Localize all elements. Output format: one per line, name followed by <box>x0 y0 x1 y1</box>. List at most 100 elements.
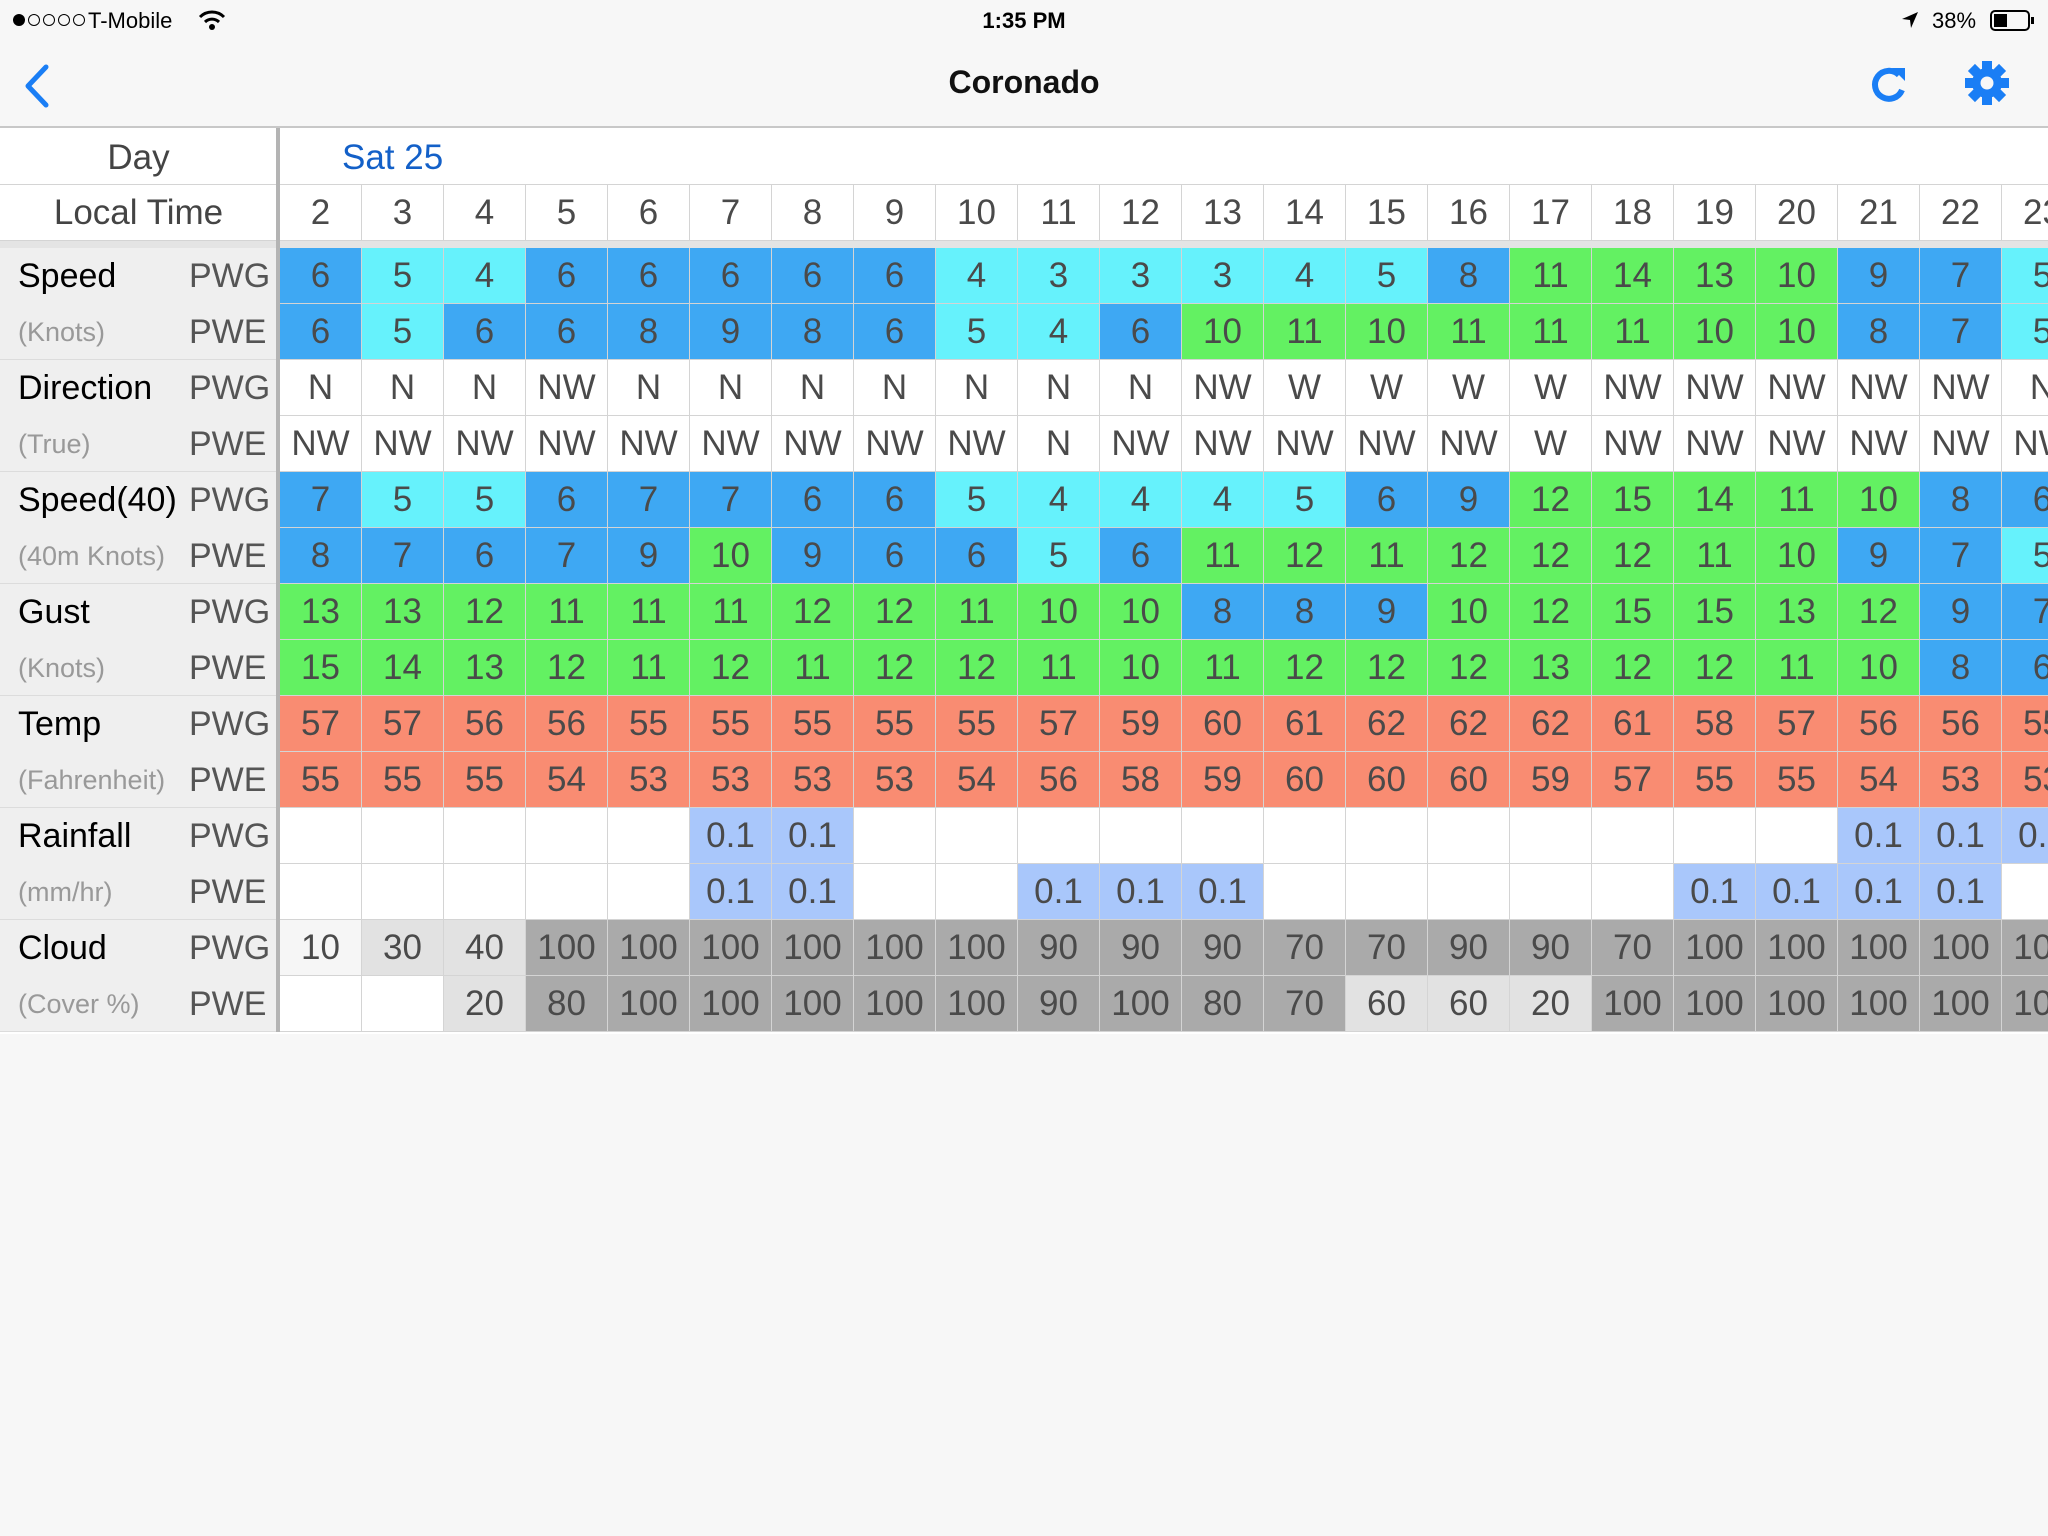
forecast-cell: N <box>444 360 526 416</box>
forecast-cell: NW <box>1920 416 2002 472</box>
hour-label: 21 <box>1838 185 1920 241</box>
forecast-cell: 5 <box>1018 528 1100 584</box>
header-gap <box>0 241 2048 248</box>
forecast-cell: 14 <box>362 640 444 696</box>
forecast-cell: 61 <box>1264 696 1346 752</box>
forecast-cell: 7 <box>1920 304 2002 360</box>
forecast-cell: NW <box>280 416 362 472</box>
forecast-cell: 15 <box>1592 584 1674 640</box>
forecast-cell: NW <box>1920 360 2002 416</box>
forecast-cell: 10 <box>1018 584 1100 640</box>
forecast-cell: 55 <box>362 752 444 808</box>
forecast-cell: 6 <box>526 472 608 528</box>
forecast-cell <box>1100 808 1182 864</box>
forecast-cell: NW <box>608 416 690 472</box>
forecast-cell: 100 <box>772 976 854 1032</box>
group-label: Temp <box>18 704 102 743</box>
row-label-bg <box>0 640 277 696</box>
hour-label: 23 <box>2002 185 2048 241</box>
forecast-cell: 11 <box>690 584 772 640</box>
forecast-cell <box>362 864 444 920</box>
forecast-cell: NW <box>1838 416 1920 472</box>
day-value: Sat 25 <box>342 137 444 177</box>
hour-label: 22 <box>1920 185 2002 241</box>
forecast-cell: 13 <box>1756 584 1838 640</box>
forecast-cell: 60 <box>1346 976 1428 1032</box>
row-label-bg <box>0 360 277 416</box>
refresh-button[interactable] <box>1868 64 1910 106</box>
forecast-cell: 90 <box>1510 920 1592 976</box>
carrier: T-Mobile <box>88 8 173 33</box>
forecast-cell: 100 <box>1920 976 2002 1032</box>
forecast-cell <box>1592 864 1674 920</box>
group-unit: (Knots) <box>18 316 106 347</box>
group-label: Speed <box>18 256 117 295</box>
forecast-cell: 5 <box>936 304 1018 360</box>
row-label-bg <box>0 752 277 808</box>
row-label-bg <box>0 976 277 1032</box>
forecast-cell: 55 <box>2002 696 2048 752</box>
forecast-cell: 55 <box>772 696 854 752</box>
forecast-cell: 100 <box>1920 920 2002 976</box>
forecast-cell: 13 <box>362 584 444 640</box>
forecast-cell: 11 <box>1428 304 1510 360</box>
forecast-cell: 20 <box>444 976 526 1032</box>
forecast-cell: 12 <box>1428 528 1510 584</box>
clock: 1:35 PM <box>982 8 1066 33</box>
hour-label: 10 <box>936 185 1018 241</box>
forecast-cell: 55 <box>280 752 362 808</box>
forecast-cell: NW <box>772 416 854 472</box>
forecast-cell: 0.1 <box>690 864 772 920</box>
forecast-cell: 54 <box>1838 752 1920 808</box>
forecast-cell: 10 <box>1100 584 1182 640</box>
forecast-cell: 12 <box>526 640 608 696</box>
forecast-cell: 90 <box>1100 920 1182 976</box>
group-unit: (Cover %) <box>18 988 140 1019</box>
forecast-cell: 5 <box>1264 472 1346 528</box>
forecast-cell: 53 <box>608 752 690 808</box>
settings-button[interactable] <box>1964 60 2010 106</box>
forecast-table: Day Sat 25 Local Time 2 3 4 5 6 7 8 9 10 11 12 13 14 15 1… <box>0 128 2048 1034</box>
forecast-cell: 60 <box>1264 752 1346 808</box>
forecast-cell: 8 <box>1182 584 1264 640</box>
forecast-cell: 10 <box>1674 304 1756 360</box>
forecast-cell: NW <box>1100 416 1182 472</box>
forecast-cell: 70 <box>1346 920 1428 976</box>
forecast-cell: 100 <box>936 920 1018 976</box>
forecast-cell: 100 <box>936 976 1018 1032</box>
forecast-cell: 6 <box>1346 472 1428 528</box>
forecast-cell: N <box>1100 360 1182 416</box>
forecast-cell: 60 <box>1428 976 1510 1032</box>
hour-label: 20 <box>1756 185 1838 241</box>
forecast-cell: NW <box>1346 416 1428 472</box>
forecast-cell: 11 <box>608 584 690 640</box>
forecast-cell: 59 <box>1510 752 1592 808</box>
forecast-cell <box>1346 808 1428 864</box>
forecast-cell: 100 <box>608 920 690 976</box>
forecast-cell: 100 <box>1592 976 1674 1032</box>
forecast-cell: 11 <box>1018 640 1100 696</box>
forecast-cell: 7 <box>690 472 772 528</box>
forecast-cell: 6 <box>1100 528 1182 584</box>
forecast-cell: 11 <box>1592 304 1674 360</box>
row-label-bg <box>0 248 277 304</box>
group-unit: (40m Knots) <box>18 540 166 571</box>
forecast-cell: 10 <box>1346 304 1428 360</box>
forecast-cell <box>1264 864 1346 920</box>
forecast-cell: 5 <box>2002 304 2048 360</box>
back-button[interactable] <box>22 64 52 108</box>
forecast-cell: 58 <box>1100 752 1182 808</box>
hour-label: 12 <box>1100 185 1182 241</box>
forecast-cell: 12 <box>1674 640 1756 696</box>
forecast-cell: 9 <box>690 304 772 360</box>
forecast-cell: 100 <box>1838 976 1920 1032</box>
forecast-cell: 6 <box>854 304 936 360</box>
forecast-cell: 10 <box>1756 304 1838 360</box>
forecast-cell: 8 <box>1428 248 1510 304</box>
forecast-cell: 6 <box>608 248 690 304</box>
hour-label: 15 <box>1346 185 1428 241</box>
forecast-cell: 90 <box>1428 920 1510 976</box>
forecast-cell: 55 <box>936 696 1018 752</box>
forecast-cell: 53 <box>854 752 936 808</box>
hour-label: 4 <box>444 185 526 241</box>
